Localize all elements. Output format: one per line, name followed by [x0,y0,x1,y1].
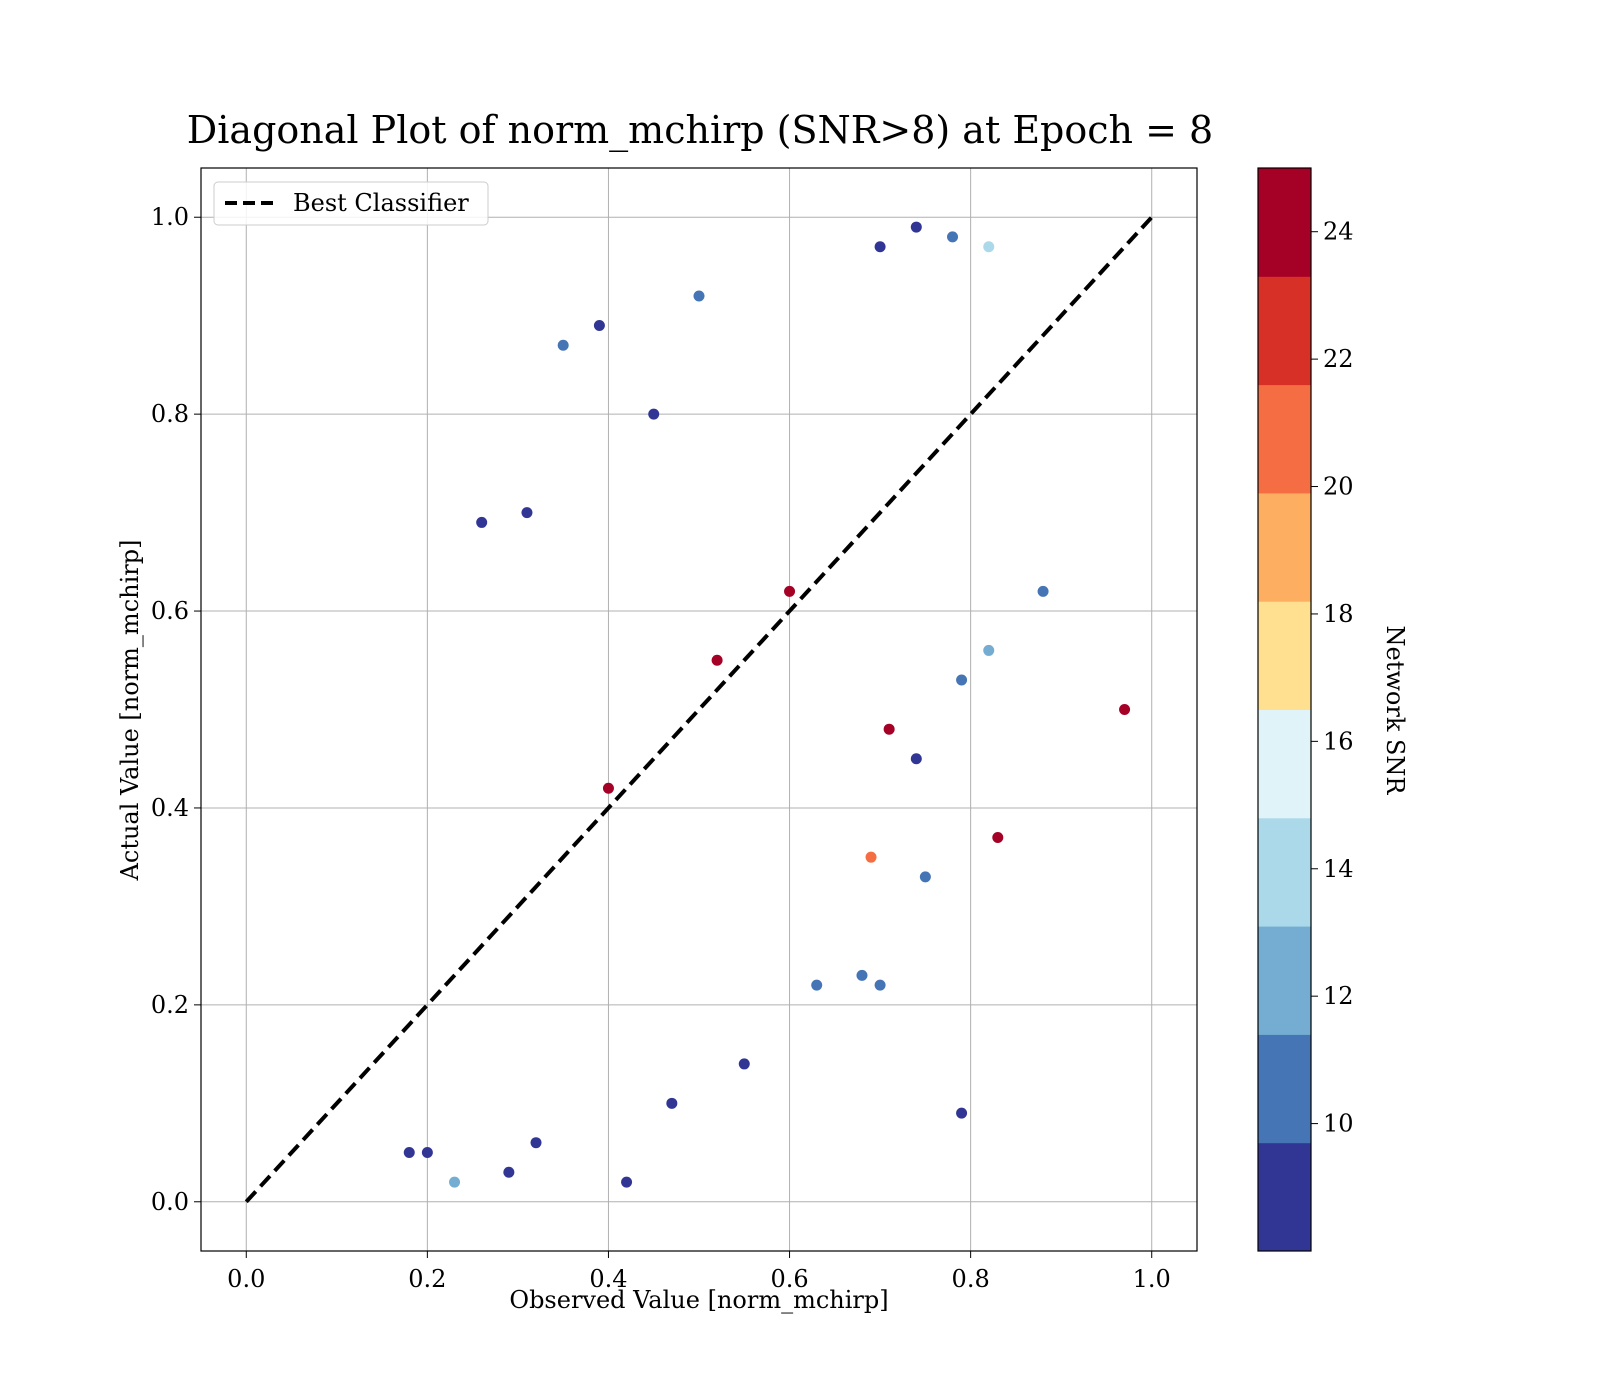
y-tick-label: 0.0 [151,1188,189,1216]
scatter-point [666,1097,678,1109]
scatter-point [449,1176,461,1188]
x-axis-ticks: 0.0 0.2 0.4 0.6 0.8 1.0 [227,1251,1171,1293]
scatter-point [910,753,922,765]
legend-label: Best Classifier [293,189,469,217]
scatter-point [1037,585,1049,597]
scatter-point [648,408,660,420]
colorbar-frame [1257,167,1312,1252]
y-axis-ticks: 0.0 0.2 0.4 0.6 0.8 1.0 [151,203,201,1216]
y-tick-label: 0.2 [151,991,189,1019]
scatter-point [956,674,968,686]
scatter-point [693,290,705,302]
legend: Best Classifier [213,181,489,226]
colorbar-segment [1258,817,1311,927]
y-tick-label: 0.4 [151,794,189,822]
colorbar-ticks: 10 12 14 16 18 20 22 24 [1311,218,1354,1138]
colorbar [1258,168,1311,1252]
scatter-point [883,723,895,735]
colorbar-tick-label: 12 [1323,982,1354,1010]
scatter-point [947,231,959,243]
colorbar-segment [1258,384,1311,494]
scatter-point [874,241,886,253]
colorbar-tick-label: 14 [1323,855,1354,883]
scatter-point [919,871,931,883]
best-classifier-line [244,215,1154,1204]
colorbar-tick-label: 22 [1323,345,1354,373]
colorbar-tick-label: 18 [1323,600,1354,628]
scatter-point [557,339,569,351]
scatter-point [910,221,922,233]
plot-frame [200,167,1198,1252]
scatter-point [621,1176,633,1188]
colorbar-label: Network SNR [1381,626,1409,796]
scatter-point [983,241,995,253]
x-axis-label: Observed Value [norm_mchirp] [509,1286,888,1314]
best-classifier-line-group [244,215,1154,1204]
x-tick-label: 1.0 [1133,1265,1171,1293]
colorbar-segment [1258,1142,1311,1252]
scatter-point [476,516,488,528]
legend-box [213,181,489,226]
colorbar-tick-label: 24 [1323,218,1354,246]
scatter-point [521,507,533,519]
y-tick-label: 0.6 [151,597,189,625]
scatter-points [403,221,1131,1188]
colorbar-segment [1258,601,1311,710]
scatter-point [1119,704,1131,715]
y-tick-label: 1.0 [151,203,189,231]
scatter-point [983,644,995,656]
scatter-point [738,1058,750,1070]
scatter-point [421,1147,433,1159]
x-tick-label: 0.0 [227,1265,265,1293]
y-tick-label: 0.8 [151,400,189,428]
scatter-point [856,969,868,981]
colorbar-segment [1258,926,1311,1035]
chart-title: Diagonal Plot of norm_mchirp (SNR>8) at … [187,108,1213,153]
x-tick-label: 0.2 [408,1265,446,1293]
scatter-point [956,1107,968,1119]
scatter-point [403,1147,415,1159]
colorbar-segment [1258,276,1311,386]
colorbar-segment [1258,168,1311,277]
colorbar-segment [1258,709,1311,819]
x-tick-label: 0.4 [589,1265,627,1293]
scatter-point [593,320,605,332]
scatter-point [865,851,877,863]
colorbar-segment [1258,492,1311,602]
scatter-point [503,1166,515,1178]
scatter-point [530,1137,542,1149]
scatter-point [602,782,614,794]
x-tick-label: 0.8 [952,1265,990,1293]
scatter-point [811,979,823,991]
x-tick-label: 0.6 [770,1265,808,1293]
scatter-point [874,979,886,991]
y-axis-label: Actual Value [norm_mchirp] [116,540,144,882]
colorbar-segment [1258,1034,1311,1144]
scatter-point [711,654,723,666]
scatter-point [784,585,796,597]
scatter-point [992,831,1004,843]
colorbar-tick-label: 16 [1323,727,1354,755]
colorbar-tick-label: 20 [1323,473,1354,501]
colorbar-tick-label: 10 [1323,1110,1354,1138]
